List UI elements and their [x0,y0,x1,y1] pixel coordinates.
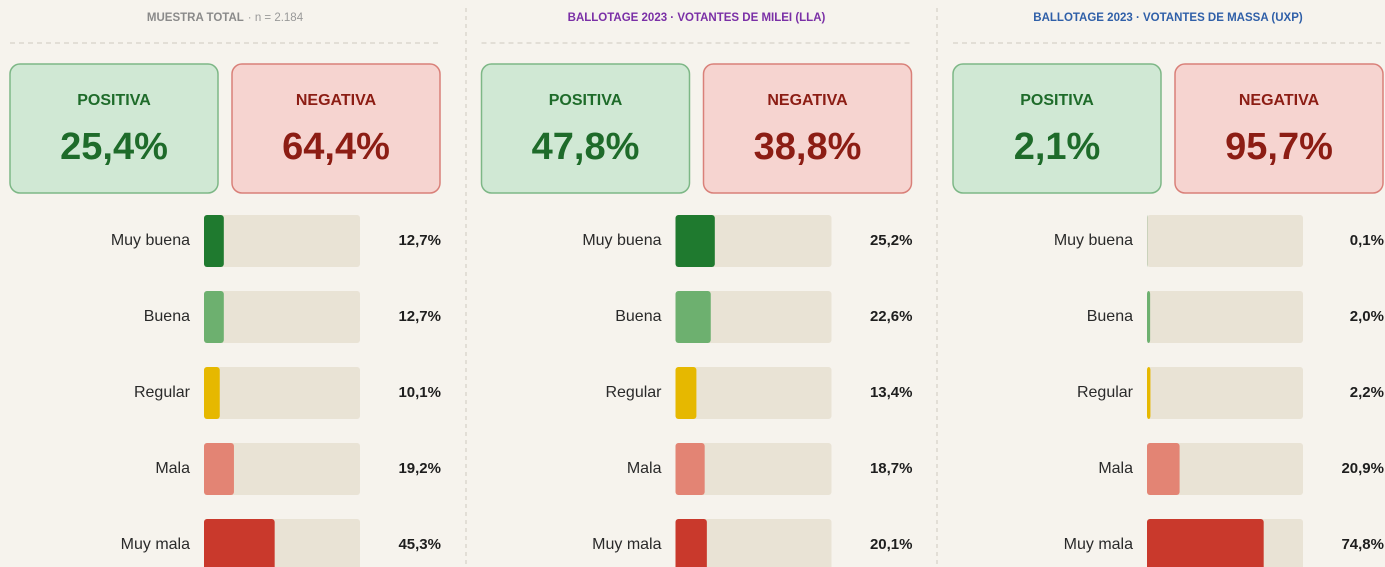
bar-track [204,443,360,495]
category-label: Muy buena [111,232,190,249]
title-text: MUESTRA TOTAL [147,12,244,24]
summary-label: POSITIVA [1020,92,1094,109]
bar [204,291,224,343]
bar [1147,291,1151,343]
summary-label: POSITIVA [549,92,623,109]
summary-box [952,63,1162,194]
bar [204,367,220,419]
category-label: Regular [134,384,191,401]
value-label: 13,4% [870,384,913,401]
bar [675,443,705,495]
summary-value: 47,8% [532,126,640,168]
value-label: 10,1% [398,384,441,401]
summary-label: NEGATIVA [296,92,377,109]
value-label: 12,7% [398,308,441,325]
summary-value: 38,8% [754,126,862,168]
summary-label: POSITIVA [77,92,151,109]
bar [675,519,707,567]
category-label: Muy mala [121,536,190,553]
bar-track [675,367,832,419]
bar-track [204,215,360,267]
category-label: Buena [615,308,661,325]
category-label: Regular [605,384,662,401]
bar-track [675,519,832,567]
bar-track [675,291,832,343]
value-label: 20,1% [870,536,913,553]
category-label: Mala [627,460,662,477]
bar [204,215,224,267]
value-label: 25,2% [870,232,913,249]
panel-title: BALLOTAGE 2023 · VOTANTES DE MILEI (LLA) [568,12,826,24]
bar-track [1147,367,1303,419]
value-label: 2,2% [1350,384,1384,401]
title-text: BALLOTAGE 2023 · VOTANTES DE MASSA (UXP) [1033,12,1303,24]
bar-track [204,367,360,419]
summary-box [1174,63,1384,194]
category-label: Muy mala [592,536,661,553]
title-text: BALLOTAGE 2023 · VOTANTES DE MILEI (LLA) [568,12,826,24]
panel-title: BALLOTAGE 2023 · VOTANTES DE MASSA (UXP) [1033,12,1303,24]
summary-box [702,63,913,194]
bar [675,291,711,343]
value-label: 0,1% [1350,232,1384,249]
category-label: Muy buena [1054,232,1133,249]
value-label: 18,7% [870,460,913,477]
value-label: 2,0% [1350,308,1384,325]
bar [1147,367,1151,419]
value-label: 20,9% [1341,460,1384,477]
summary-value: 25,4% [60,126,168,168]
summary-value: 95,7% [1225,126,1333,168]
bar-track [1147,291,1303,343]
category-label: Buena [144,308,190,325]
value-label: 19,2% [398,460,441,477]
category-label: Buena [1087,308,1133,325]
category-label: Muy mala [1064,536,1133,553]
category-label: Muy buena [582,232,661,249]
bar [204,443,234,495]
value-label: 45,3% [398,536,441,553]
summary-label: NEGATIVA [767,92,848,109]
summary-label: NEGATIVA [1239,92,1320,109]
bar-track [675,443,832,495]
value-label: 74,8% [1341,536,1384,553]
bar-track [1147,215,1303,267]
bar [675,367,697,419]
category-label: Regular [1077,384,1134,401]
bar [675,215,715,267]
bar [1147,519,1264,567]
subtitle-text: · n = 2.184 [248,12,304,24]
value-label: 22,6% [870,308,913,325]
summary-value: 64,4% [282,126,390,168]
category-label: Mala [155,460,190,477]
summary-box [480,63,691,194]
summary-value: 2,1% [1014,126,1101,168]
category-label: Mala [1098,460,1133,477]
bar [1147,443,1180,495]
bar-track [1147,443,1303,495]
summary-box [9,63,219,194]
summary-box [231,63,441,194]
bar [204,519,275,567]
value-label: 12,7% [398,232,441,249]
bar-track [204,291,360,343]
panel-title: MUESTRA TOTAL · n = 2.184 [147,12,304,24]
